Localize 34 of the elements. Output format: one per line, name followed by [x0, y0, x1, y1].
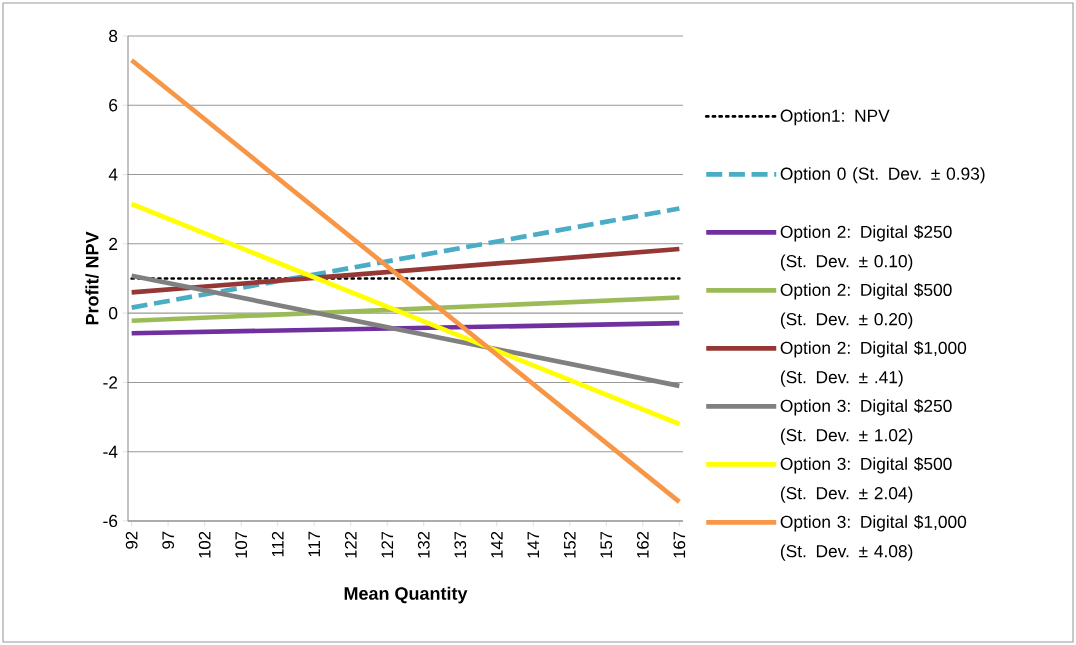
legend-label: Option 0 (St. Dev. ± 0.93): [780, 167, 985, 184]
y-tick-label: -4: [103, 445, 118, 458]
x-tick-label: 162: [636, 531, 649, 558]
y-axis-title: Profit/ NPV: [85, 231, 99, 325]
y-tick-label: 4: [108, 168, 118, 181]
legend-label: Option 3: Digital $1,000 (St. Dev. ± 4.08): [780, 514, 967, 561]
y-tick-label: 6: [109, 99, 118, 112]
x-tick-label: 167: [673, 531, 686, 558]
legend-label: Option 2: Digital $500 (St. Dev. ± 0.20): [780, 282, 952, 329]
x-tick-label: 142: [490, 531, 503, 558]
x-tick-label: 107: [235, 531, 248, 558]
x-tick-label: 157: [600, 531, 613, 558]
x-tick-label: 147: [527, 531, 540, 558]
y-tick-label: 2: [109, 237, 118, 250]
x-tick-label: 92: [125, 531, 138, 549]
y-tick-label: 0: [108, 306, 118, 320]
x-axis-title: Mean Quantity: [344, 586, 468, 604]
legend-label: Option 3: Digital $500 (St. Dev. ± 2.04): [780, 456, 952, 503]
y-tick-label: -6: [103, 514, 118, 528]
y-tick-label: 8: [109, 29, 118, 43]
x-tick-label: 102: [198, 531, 211, 558]
y-tick-label: -2: [103, 376, 118, 389]
legend-label: Option 2: Digital $1,000 (St. Dev. ± .41): [780, 340, 967, 387]
x-tick-label: 117: [308, 531, 320, 557]
x-tick-label: 97: [162, 531, 175, 549]
x-tick-label: 112: [271, 531, 284, 557]
x-tick-label: 127: [381, 531, 394, 558]
legend-label: Option 3: Digital $250 (St. Dev. ± 1.02): [780, 398, 952, 445]
legend-label: Option1: NPV: [780, 109, 890, 126]
legend-label: Option 2: Digital $250 (St. Dev. ± 0.10): [780, 224, 952, 271]
x-tick-label: 122: [344, 531, 357, 558]
x-tick-label: 132: [417, 531, 430, 558]
x-tick-label: 152: [563, 531, 576, 558]
x-tick-label: 137: [454, 531, 467, 558]
